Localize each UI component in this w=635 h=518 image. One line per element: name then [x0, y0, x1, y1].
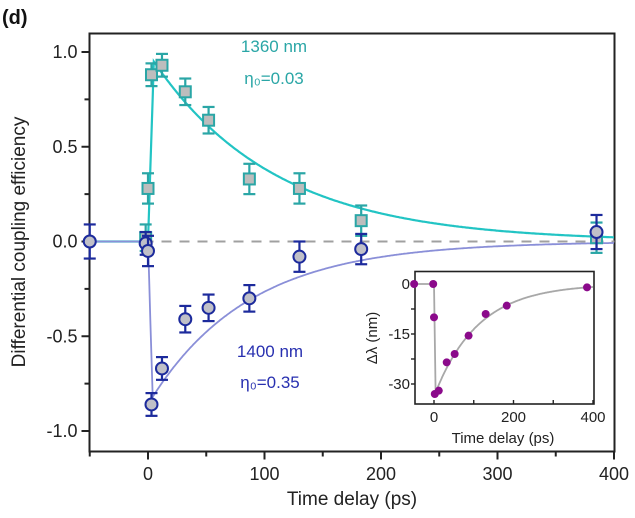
marker-circle [144, 397, 159, 412]
marker-square [144, 68, 158, 82]
marker-circle [201, 300, 216, 315]
inset-x-tick-label: 200 [501, 409, 526, 426]
data-point-1400nm [201, 293, 216, 323]
data-point-1400nm [82, 223, 97, 260]
annotation-1360-eta: η₀=0.03 [244, 69, 304, 88]
inset-x-axis-label: Time delay (ps) [452, 430, 555, 447]
inset-frame [414, 270, 595, 405]
marker-circle [178, 312, 193, 327]
marker-square [242, 172, 256, 186]
fit-curve-1400nm [89, 240, 614, 400]
data-point-1360nm [202, 105, 216, 135]
marker-square [141, 181, 155, 195]
data-point-1400nm [589, 213, 604, 251]
marker-circle [82, 234, 97, 249]
inset-x-ticks: 0 200 400 [430, 400, 606, 426]
inset-data-point [450, 349, 459, 358]
x-axis-label: Time delay (ps) [287, 489, 417, 510]
marker-square [155, 58, 169, 72]
data-point-1360nm [242, 162, 256, 196]
marker-circle [292, 249, 307, 264]
inset-y-tick-label: -30 [388, 376, 410, 393]
inset-background [368, 262, 612, 448]
marker-circle [589, 225, 604, 240]
inset-y-axis-label: Δλ (nm) [364, 312, 381, 365]
x-tick-label: 300 [482, 464, 512, 484]
data-point-1360nm [292, 172, 306, 205]
data-point-1400nm [178, 304, 193, 334]
main-x-ticks: 0 100 200 300 400 [88, 451, 629, 484]
data-point-1360nm [155, 52, 169, 78]
annotation-1400-wavelength: 1400 nm [237, 342, 303, 361]
y-tick-label: -1.0 [46, 421, 77, 441]
marker-square [178, 85, 192, 99]
x-tick-label: 100 [249, 464, 279, 484]
inset-x-tick-label: 400 [580, 409, 605, 426]
data-points [82, 52, 604, 417]
inset-data-points [410, 280, 592, 398]
y-tick-label: 0.5 [52, 137, 77, 157]
marker-circle [354, 242, 369, 257]
marker-square [202, 113, 216, 127]
data-point-1400nm [354, 232, 369, 266]
x-tick-label: 200 [366, 464, 396, 484]
data-point-1400nm [144, 392, 159, 417]
data-point-1400nm [141, 234, 155, 268]
x-tick-label: 0 [143, 464, 153, 484]
panel-label: (d) [2, 7, 28, 29]
fit-curves [89, 58, 614, 400]
marker-circle [242, 291, 257, 306]
y-axis-label: Differential coupling efficiency [9, 116, 30, 367]
data-point-1400nm [154, 355, 169, 381]
inset-data-point [583, 283, 592, 292]
marker-square [292, 181, 306, 195]
data-point-1400nm [242, 283, 257, 313]
data-point-1360nm [178, 77, 192, 107]
data-point-1400nm [292, 240, 307, 273]
inset-y-tick-label: 0 [402, 276, 410, 293]
inset-data-point [464, 331, 473, 340]
annotation-1360-wavelength: 1360 nm [241, 37, 307, 56]
main-plot: 0 100 200 300 400 -1.0 -0.5 0.0 0.5 1.0 Time del… [9, 32, 629, 510]
inset-plot: 0 200 400 0 -15 -30 Time delay (ps) Δλ (nm) [364, 262, 612, 448]
inset-y-ticks: 0 -15 -30 [388, 276, 415, 393]
inset-y-tick-label: -15 [388, 326, 410, 343]
inset-data-point [481, 309, 490, 318]
inset-data-point [410, 280, 419, 288]
fit-curve-1360nm [89, 58, 614, 243]
y-tick-label: 0.0 [52, 232, 77, 252]
data-point-1360nm [141, 172, 155, 205]
y-tick-label: -0.5 [46, 326, 77, 346]
x-tick-label: 400 [599, 464, 629, 484]
marker-circle [141, 243, 155, 258]
inset-data-point [430, 313, 438, 322]
marker-circle [154, 361, 169, 376]
inset-data-point [434, 386, 443, 395]
y-tick-label: 1.0 [52, 42, 77, 62]
marker-square [354, 214, 368, 228]
annotation-1400-eta: η₀=0.35 [240, 373, 300, 392]
inset-data-point [442, 358, 451, 367]
inset-x-tick-label: 0 [430, 409, 438, 426]
inset-data-point [429, 280, 438, 288]
inset-data-point [502, 301, 511, 310]
